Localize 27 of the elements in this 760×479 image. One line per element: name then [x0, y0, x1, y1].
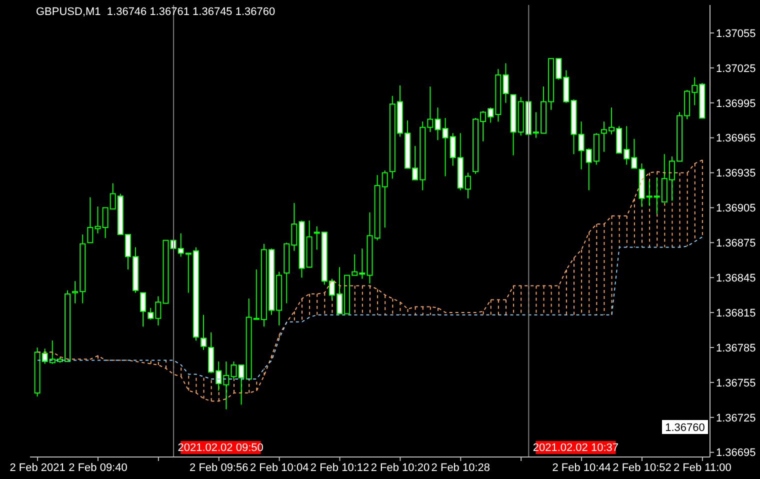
y-tick-label: 1.37025 — [716, 62, 756, 75]
y-tick-label: 1.36905 — [716, 202, 756, 215]
annotation: 1.36760 — [665, 422, 705, 434]
x-tick-label: 2 Feb 10:52 — [612, 462, 672, 474]
x-tick-label: 2 Feb 2021 — [10, 462, 66, 474]
y-tick-label: 1.36995 — [716, 98, 756, 110]
x-tick-label: 2 Feb 10:44 — [552, 462, 611, 474]
x-tick-label: 2 Feb 11:00 — [673, 462, 732, 474]
chart-title: GBPUSD,M1 1.36746 1.36761 1.36745 1.36760 — [36, 6, 276, 18]
y-tick-label: 1.36815 — [716, 307, 756, 320]
x-tick-label: 2 Feb 10:28 — [431, 462, 490, 474]
x-tick-label: 2 Feb 09:40 — [68, 462, 128, 474]
y-tick-label: 1.36875 — [716, 238, 756, 250]
candlestick — [140, 292, 146, 328]
x-tick-label: 2 Feb 10:04 — [250, 462, 309, 474]
x-tick-label: 2 Feb 10:12 — [310, 462, 370, 474]
y-tick-label: 1.36725 — [716, 412, 756, 424]
x-tick-label: 2 Feb 09:56 — [190, 462, 248, 474]
y-tick-label: 1.36695 — [716, 447, 756, 460]
candlestick — [200, 314, 206, 350]
y-tick-label: 1.37055 — [716, 28, 756, 40]
y-tick-label: 1.36935 — [716, 168, 756, 180]
y-tick-label: 1.36845 — [716, 272, 756, 285]
y-tick-label: 1.36785 — [716, 342, 756, 354]
y-tick-label: 1.36965 — [716, 132, 756, 145]
x-tick-label: 2 Feb 10:20 — [370, 462, 430, 474]
y-tick-label: 1.36755 — [716, 377, 756, 390]
